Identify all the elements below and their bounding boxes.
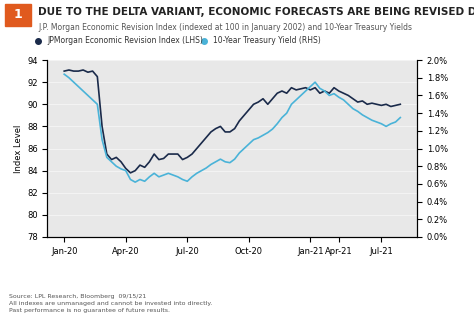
Text: DUE TO THE DELTA VARIANT, ECONOMIC FORECASTS ARE BEING REVISED DOWN: DUE TO THE DELTA VARIANT, ECONOMIC FOREC… xyxy=(38,7,474,17)
FancyBboxPatch shape xyxy=(5,4,31,26)
Text: 1: 1 xyxy=(13,8,22,21)
Y-axis label: Index Level: Index Level xyxy=(14,124,23,173)
Text: 10-Year Treasury Yield (RHS): 10-Year Treasury Yield (RHS) xyxy=(213,36,321,46)
Text: Source: LPL Research, Bloomberg  09/15/21
All indexes are unmanaged and cannot b: Source: LPL Research, Bloomberg 09/15/21… xyxy=(9,294,213,313)
Text: J.P. Morgan Economic Revision Index (indexed at 100 in January 2002) and 10-Year: J.P. Morgan Economic Revision Index (ind… xyxy=(38,23,412,32)
Text: JPMorgan Economic Revision Index (LHS): JPMorgan Economic Revision Index (LHS) xyxy=(47,36,203,46)
